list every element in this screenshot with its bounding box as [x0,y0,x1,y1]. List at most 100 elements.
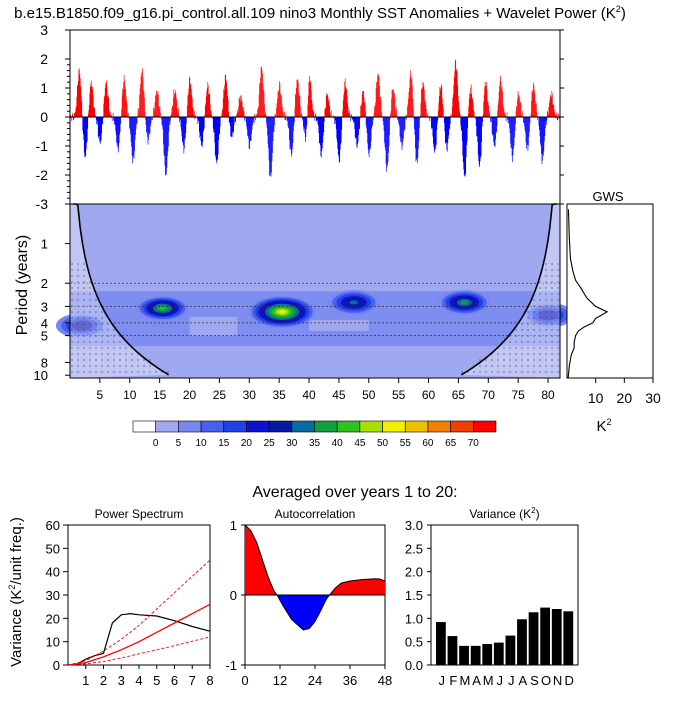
sst-bar [209,104,211,117]
sst-bar [302,117,303,120]
sst-bar [357,117,359,142]
y-axis-label: Period (years) [14,235,31,335]
sst-bar [461,117,463,141]
coi-stipple [119,359,121,361]
sst-bar [78,69,80,117]
wavelet-gap [189,316,238,336]
sst-bar [288,117,289,128]
sst-bar [211,115,213,117]
sst-bar [425,102,427,117]
sst-bar [300,106,301,117]
wavelet-contour [159,306,166,310]
sst-bar [204,105,206,117]
sst-bar [270,117,272,177]
sst-bar [255,117,256,121]
sst-bar [270,117,271,174]
sst-bar [308,82,310,117]
sst-bar [96,117,98,125]
sst-bar [453,85,455,117]
sst-bar [442,108,444,117]
sst-bar [399,117,400,127]
sst-bar [237,109,238,117]
sst-bar [346,96,348,117]
sst-bar [327,98,329,117]
sst-bar [456,72,458,117]
sst-bar [322,117,324,136]
sst-bar [262,83,264,117]
sst-bar [217,117,219,155]
sst-bar [144,111,146,117]
sst-bar [306,117,307,130]
coi-stipple [89,353,91,355]
autocorrelation-panel: Autocorrelation 1 0 -1 0 12 24 36 48 [225,507,392,688]
sst-bar [337,117,339,155]
sst-bar [104,88,106,117]
sst-bar [355,117,357,138]
sst-bar [193,109,195,117]
sst-bar [518,94,519,117]
sst-bar [284,111,285,117]
sst-bar [247,117,249,137]
sst-bar [207,84,209,117]
coi-stipple [71,353,73,355]
sst-bar [125,96,127,117]
sst-bar [158,94,159,117]
sst-bar [267,117,268,136]
sst-bar [226,89,228,117]
sst-bar [388,117,390,146]
coi-stipple [485,371,487,373]
coi-stipple [137,353,139,355]
coi-stipple [551,281,553,283]
sst-bar [544,117,545,142]
sst-bar [535,104,537,117]
sst-bar [92,86,94,117]
coi-stipple [551,329,553,331]
var-bar [563,611,574,665]
sst-bar [363,97,365,117]
sst-bar [339,117,341,162]
coi-stipple [551,275,553,277]
coi-stipple [545,287,547,289]
sst-bar [525,117,527,143]
y-tick-label: 0 [53,658,60,673]
sst-bar [485,85,486,117]
sst-bar [99,117,101,145]
sst-bar [364,101,366,117]
sst-bar [254,113,256,117]
ps-title: Power Spectrum [95,507,184,521]
sst-bar [161,117,162,120]
sst-bar [301,114,303,117]
sst-bar [330,110,332,117]
sst-bar [407,103,409,117]
sst-bar [360,105,362,117]
sst-bar [191,88,192,117]
coi-stipple [551,263,553,265]
sst-bar [167,117,168,156]
coi-stipple [113,335,115,337]
sst-bar [136,117,138,124]
sst-bar [190,84,192,117]
coi-stipple [509,353,511,355]
sst-bar [74,113,76,117]
sst-bar [345,87,347,117]
sst-bar [497,110,498,117]
sst-bar [114,117,116,125]
sst-bar [499,86,500,117]
coi-stipple [101,365,103,367]
sst-bar [543,117,545,152]
coi-stipple [113,353,115,355]
sst-bar [509,117,511,134]
sst-bar [171,107,173,117]
sst-bar [547,110,548,117]
x-tick-label: 65 [452,388,466,402]
coi-stipple [77,281,79,283]
sst-bar [417,117,419,158]
sst-bar [503,107,504,117]
coi-stipple [101,329,103,331]
sst-bar [227,99,229,117]
coi-stipple [521,329,523,331]
sst-bar [354,117,356,139]
sst-bar [310,82,311,117]
sst-bar [216,117,218,161]
